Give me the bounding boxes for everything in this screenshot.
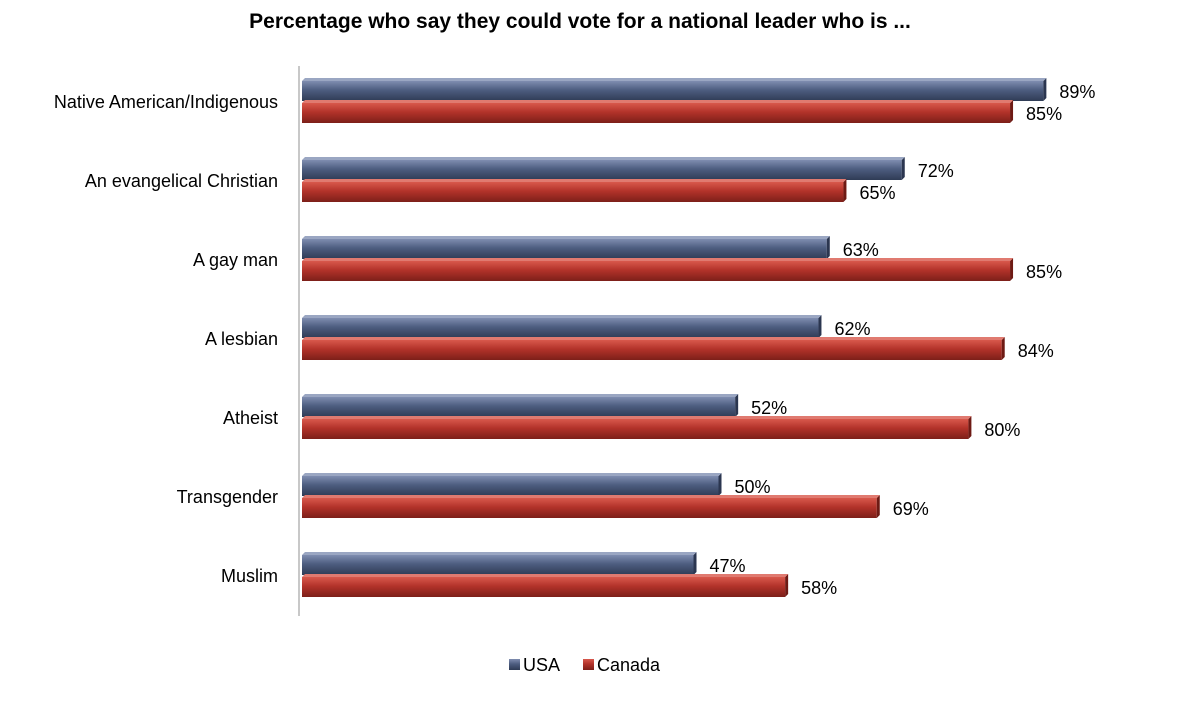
data-label: 84%	[1018, 341, 1054, 361]
bar-usa: 62%	[302, 315, 870, 339]
category-label: Muslim	[221, 566, 278, 586]
legend-item-usa: USA	[509, 655, 560, 675]
bar-canada: 85%	[302, 100, 1062, 124]
bar-group-transgender: Transgender 50% 69%	[177, 473, 929, 519]
bar-usa: 89%	[302, 78, 1095, 102]
bar-body	[302, 318, 819, 338]
bar-body	[302, 239, 827, 259]
data-label: 80%	[984, 420, 1020, 440]
bar-body	[302, 419, 969, 439]
bar-end-cap	[818, 315, 822, 338]
bar-group-a-lesbian: A lesbian 62% 84%	[205, 315, 1054, 361]
bar-usa: 50%	[302, 473, 771, 497]
legend-swatch	[583, 659, 594, 670]
bar-group-native-american-indigenous: Native American/Indigenous 89%85%	[54, 78, 1095, 124]
bar-body	[302, 476, 719, 496]
bar-end-cap	[1043, 78, 1047, 101]
bar-body	[302, 340, 1002, 360]
bar-end-cap	[901, 157, 905, 180]
bar-top-face	[302, 236, 830, 239]
bar-group-a-gay-man: A gay man 63% 85%	[193, 236, 1062, 282]
bar-body	[302, 498, 877, 518]
bar-usa: 72%	[302, 157, 954, 181]
bar-top-face	[302, 78, 1047, 81]
bar-top-face	[302, 574, 789, 577]
bar-body	[302, 182, 844, 202]
data-label: 72%	[918, 161, 954, 181]
bar-end-cap	[968, 416, 972, 439]
bar-canada: 69%	[302, 495, 929, 519]
bar-end-cap	[876, 495, 880, 518]
bar-end-cap	[735, 394, 739, 417]
legend-swatch	[509, 659, 520, 670]
data-label: 50%	[735, 477, 771, 497]
bar-usa: 52%	[302, 394, 787, 418]
bar-body	[302, 261, 1011, 281]
bar-end-cap	[1010, 100, 1014, 123]
bar-body	[302, 160, 902, 180]
legend: USA Canada	[509, 655, 661, 675]
bar-top-face	[302, 179, 847, 182]
data-label: 69%	[893, 499, 929, 519]
bar-body	[302, 81, 1044, 101]
category-label: Transgender	[177, 487, 278, 507]
bar-group-atheist: Atheist 52% 80%	[223, 394, 1020, 440]
legend-label: USA	[523, 655, 560, 675]
category-label: A gay man	[193, 250, 278, 270]
bar-canada: 80%	[302, 416, 1020, 440]
bar-top-face	[302, 416, 972, 419]
bar-end-cap	[1010, 258, 1014, 281]
bar-body	[302, 555, 694, 575]
bar-canada: 85%	[302, 258, 1062, 282]
bars-layer: Native American/Indigenous 89%85%An evang…	[54, 78, 1095, 598]
bar-top-face	[302, 315, 822, 318]
data-label: 58%	[801, 578, 837, 598]
bar-top-face	[302, 157, 905, 160]
bar-usa: 63%	[302, 236, 879, 260]
bar-end-cap	[693, 552, 697, 575]
legend-label: Canada	[597, 655, 661, 675]
bar-top-face	[302, 394, 739, 397]
bar-body	[302, 397, 736, 417]
data-label: 89%	[1059, 82, 1095, 102]
category-label: An evangelical Christian	[85, 171, 278, 191]
category-label: Native American/Indigenous	[54, 92, 278, 112]
bar-top-face	[302, 258, 1014, 261]
bar-end-cap	[718, 473, 722, 496]
data-label: 85%	[1026, 104, 1062, 124]
bar-end-cap	[785, 574, 789, 597]
data-label: 63%	[843, 240, 879, 260]
data-label: 85%	[1026, 262, 1062, 282]
bar-end-cap	[843, 179, 847, 202]
bar-group-muslim: Muslim 47% 58%	[221, 552, 837, 598]
bar-canada: 65%	[302, 179, 895, 203]
data-label: 47%	[710, 556, 746, 576]
bar-top-face	[302, 337, 1005, 340]
chart-title: Percentage who say they could vote for a…	[249, 10, 911, 33]
data-label: 52%	[751, 398, 787, 418]
bar-top-face	[302, 495, 880, 498]
data-label: 62%	[834, 319, 870, 339]
bar-body	[302, 577, 786, 597]
bar-top-face	[302, 552, 697, 555]
bar-body	[302, 103, 1011, 123]
bar-top-face	[302, 473, 722, 476]
bar-end-cap	[1001, 337, 1005, 360]
data-label: 65%	[859, 183, 895, 203]
category-label: Atheist	[223, 408, 278, 428]
bar-group-an-evangelical-christian: An evangelical Christian 72% 65%	[85, 157, 954, 203]
category-label: A lesbian	[205, 329, 278, 349]
bar-end-cap	[826, 236, 830, 259]
bar-canada: 58%	[302, 574, 837, 598]
bar-usa: 47%	[302, 552, 746, 576]
bar-canada: 84%	[302, 337, 1054, 361]
bar-top-face	[302, 100, 1014, 103]
legend-item-canada: Canada	[583, 655, 661, 675]
